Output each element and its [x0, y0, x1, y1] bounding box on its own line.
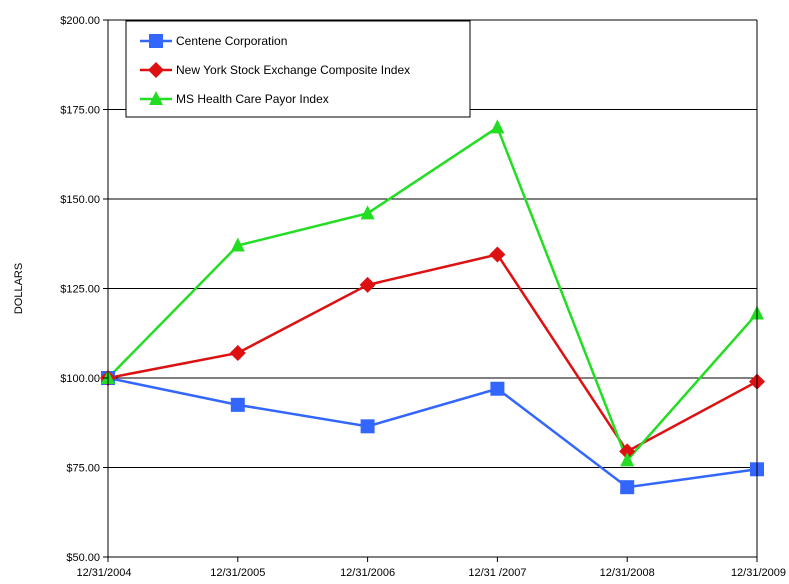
series-lines: [108, 127, 757, 487]
x-tick-label: 12/31 /2007: [468, 567, 526, 579]
x-tick-label: 12/31/2004: [76, 567, 131, 579]
x-tick-label: 12/31/2005: [210, 567, 265, 579]
data-point: [489, 246, 505, 262]
x-tick-label: 12/31/2009: [731, 567, 786, 579]
data-point: [360, 277, 376, 293]
legend-label: New York Stock Exchange Composite Index: [176, 63, 410, 77]
data-point: [490, 119, 504, 133]
y-tick-label: $175.00: [60, 105, 100, 117]
series-line: [108, 127, 757, 460]
data-point: [490, 382, 504, 396]
data-point: [230, 345, 246, 361]
series-markers: [100, 119, 765, 494]
y-tick-label: $75.00: [66, 463, 100, 475]
data-point: [361, 205, 375, 219]
legend-label: Centene Corporation: [176, 34, 287, 48]
data-point: [231, 398, 245, 412]
data-point: [361, 419, 375, 433]
y-tick-label: $125.00: [60, 284, 100, 296]
y-tick-label: $100.00: [60, 373, 100, 385]
y-tick-label: $200.00: [60, 15, 100, 27]
x-tick-label: 12/31/2006: [340, 567, 395, 579]
legend-swatch-marker: [149, 34, 163, 48]
x-tick-label: 12/31/2008: [600, 567, 655, 579]
data-point: [620, 480, 634, 494]
legend: Centene Corporation New York Stock Exchan…: [126, 21, 470, 117]
x-tick-labels: 12/31/2004 12/31/2005 12/31/2006 12/31 /200…: [76, 567, 786, 579]
y-tick-label: $150.00: [60, 194, 100, 206]
y-tick-labels: $50.00 $75.00 $100.00 $125.00 $150.00 $175.00…: [60, 15, 100, 564]
legend-label: MS Health Care Payor Index: [176, 92, 329, 106]
y-tick-label: $50.00: [66, 552, 100, 564]
y-axis-title: DOLLARS: [13, 263, 25, 314]
